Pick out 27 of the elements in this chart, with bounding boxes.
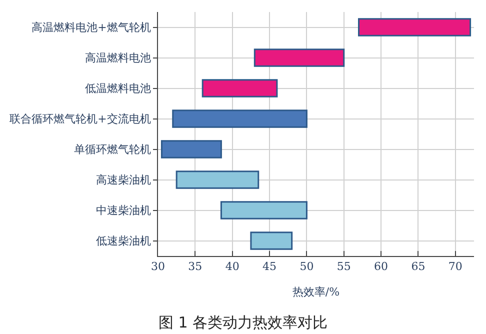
y-tick-label: 高速柴油机 [96, 174, 151, 187]
text: 图 1 各类动力热效率对比 [158, 313, 328, 332]
bar [176, 170, 260, 189]
x-tick-label: 70 [448, 260, 462, 274]
x-tick-label: 60 [374, 260, 388, 274]
x-tick-label: 40 [225, 260, 240, 274]
x-tick-label: 35 [188, 260, 202, 274]
bar [160, 140, 222, 158]
y-tick-label: 低速柴油机 [96, 234, 151, 248]
x-tick-label: 50 [300, 260, 314, 274]
x-tick-label: 45 [262, 260, 277, 274]
bar [254, 48, 345, 67]
x-tick-label: 55 [336, 260, 351, 274]
x-axis-title: 热效率/% [292, 285, 340, 298]
x-tick-label: 30 [151, 260, 165, 274]
y-tick-label: 联合循环燃气轮机+交流电机 [10, 112, 151, 126]
y-tick-label: 单循环燃气轮机 [74, 143, 151, 156]
bar [172, 110, 308, 128]
y-tick-label: 高温燃料电池 [84, 52, 151, 65]
bar [250, 232, 293, 250]
y-tick-label: 中速柴油机 [96, 204, 151, 218]
y-tick-label: 高温燃料电池+燃气轮机 [32, 21, 151, 34]
x-tick-label: 65 [411, 260, 426, 274]
bar [358, 18, 472, 36]
bar [202, 79, 278, 98]
y-tick-label: 低温燃料电池 [84, 82, 151, 96]
bar [220, 201, 308, 220]
